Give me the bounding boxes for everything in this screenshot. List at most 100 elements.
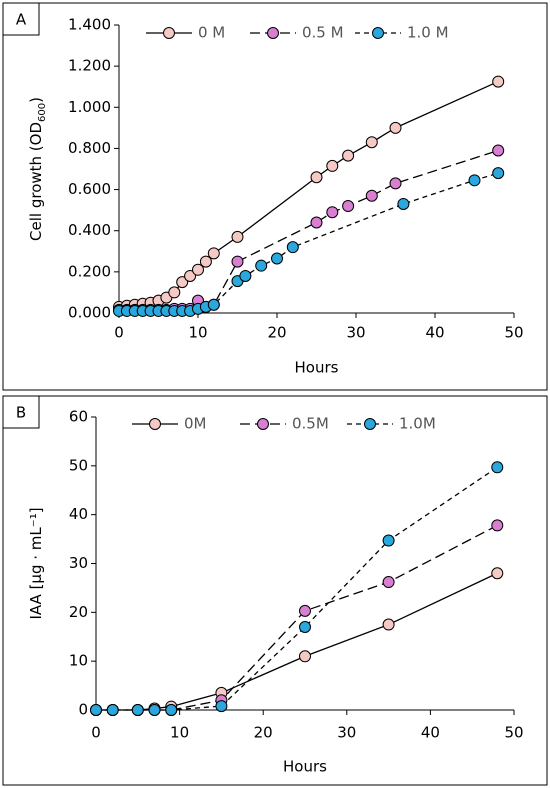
marker: [231, 230, 244, 243]
y-axis-label: Cell growth (OD600): [27, 97, 48, 241]
marker: [491, 519, 504, 532]
marker: [310, 216, 323, 229]
panel-label: A: [16, 11, 27, 29]
y-tick-label: 0.400: [68, 221, 111, 239]
x-axis-label: Hours: [283, 758, 327, 776]
y-axis-label-part: 600: [37, 103, 48, 122]
y-tick-label: 0: [78, 701, 88, 719]
marker: [165, 704, 178, 716]
series-line: [118, 80, 499, 308]
y-tick-label: 1.200: [68, 57, 111, 75]
legend-label: 0.5M: [292, 415, 329, 433]
x-axis-label: Hours: [295, 359, 339, 377]
legend-label: 1.0 M: [407, 24, 449, 42]
y-tick-label: 20: [69, 603, 88, 621]
x-tick-label: 30: [346, 324, 365, 342]
marker: [372, 27, 384, 39]
marker: [364, 418, 376, 430]
marker: [365, 136, 378, 149]
y-tick-label: 30: [69, 554, 88, 572]
marker: [267, 27, 279, 39]
marker: [231, 255, 244, 268]
x-tick-label: 0: [114, 324, 124, 342]
legend-label: 0.5 M: [302, 24, 344, 42]
marker: [491, 461, 504, 474]
marker: [365, 189, 378, 202]
marker: [148, 704, 161, 716]
marker: [149, 418, 161, 430]
marker: [310, 171, 323, 184]
marker: [491, 567, 504, 580]
y-tick-label: 1.000: [68, 98, 111, 116]
panel-label: B: [16, 404, 26, 422]
x-tick-label: 0: [91, 724, 101, 742]
y-axis-label-part: Cell growth (OD: [27, 122, 45, 241]
legend-label: 0 M: [198, 24, 225, 42]
marker: [389, 177, 402, 190]
series-line: [96, 466, 498, 711]
marker: [382, 534, 395, 547]
x-tick-label: 20: [254, 724, 273, 742]
y-tick-label: 10: [69, 652, 88, 670]
x-tick-label: 40: [421, 724, 440, 742]
marker: [207, 247, 220, 260]
y-tick-label: 0.600: [68, 180, 111, 198]
marker: [168, 286, 181, 299]
marker: [299, 650, 311, 663]
y-tick-label: 0.200: [68, 262, 111, 280]
marker: [257, 418, 269, 430]
marker: [492, 75, 505, 88]
y-tick-label: 0.000: [68, 304, 111, 322]
panel-border: [2, 2, 548, 391]
y-axis-label-part: ): [27, 97, 45, 103]
marker: [192, 263, 204, 276]
marker: [184, 269, 197, 282]
legend-label: 0M: [184, 415, 207, 433]
marker: [163, 27, 175, 39]
y-tick-label: 40: [69, 505, 88, 523]
marker: [106, 704, 119, 716]
marker: [255, 259, 268, 272]
panel-label-box: [2, 395, 40, 429]
marker: [299, 620, 311, 633]
x-tick-label: 30: [337, 724, 356, 742]
x-tick-label: 50: [504, 724, 523, 742]
y-tick-label: 1.400: [68, 16, 111, 34]
series-line: [119, 149, 499, 311]
marker: [389, 121, 402, 134]
marker: [382, 576, 395, 589]
x-tick-label: 10: [188, 324, 207, 342]
x-tick-label: 40: [425, 324, 444, 342]
marker: [468, 174, 481, 187]
panel-label-box: [2, 2, 40, 36]
y-tick-label: 0.800: [68, 139, 111, 157]
marker: [299, 604, 311, 617]
marker: [326, 206, 339, 219]
x-tick-label: 20: [267, 324, 286, 342]
marker: [131, 704, 144, 716]
y-tick-label: 50: [69, 456, 88, 474]
marker: [176, 276, 189, 289]
legend-label: 1.0M: [399, 415, 436, 433]
marker: [492, 167, 505, 180]
marker: [397, 197, 410, 210]
marker: [90, 704, 102, 716]
marker: [239, 269, 252, 282]
marker: [271, 252, 283, 265]
x-tick-label: 50: [504, 324, 523, 342]
y-axis-label: IAA [μg · mL⁻¹]: [27, 507, 45, 619]
marker: [286, 241, 299, 254]
marker: [342, 200, 355, 213]
series-line: [96, 572, 498, 711]
marker: [207, 298, 220, 311]
marker: [199, 255, 212, 268]
y-axis-label-part: IAA [μg · mL⁻¹]: [27, 507, 45, 619]
marker: [215, 700, 228, 713]
series-line: [96, 524, 498, 711]
marker: [382, 618, 395, 631]
marker: [342, 149, 355, 162]
marker: [492, 144, 505, 157]
y-tick-label: 60: [69, 408, 88, 426]
marker: [326, 159, 339, 172]
